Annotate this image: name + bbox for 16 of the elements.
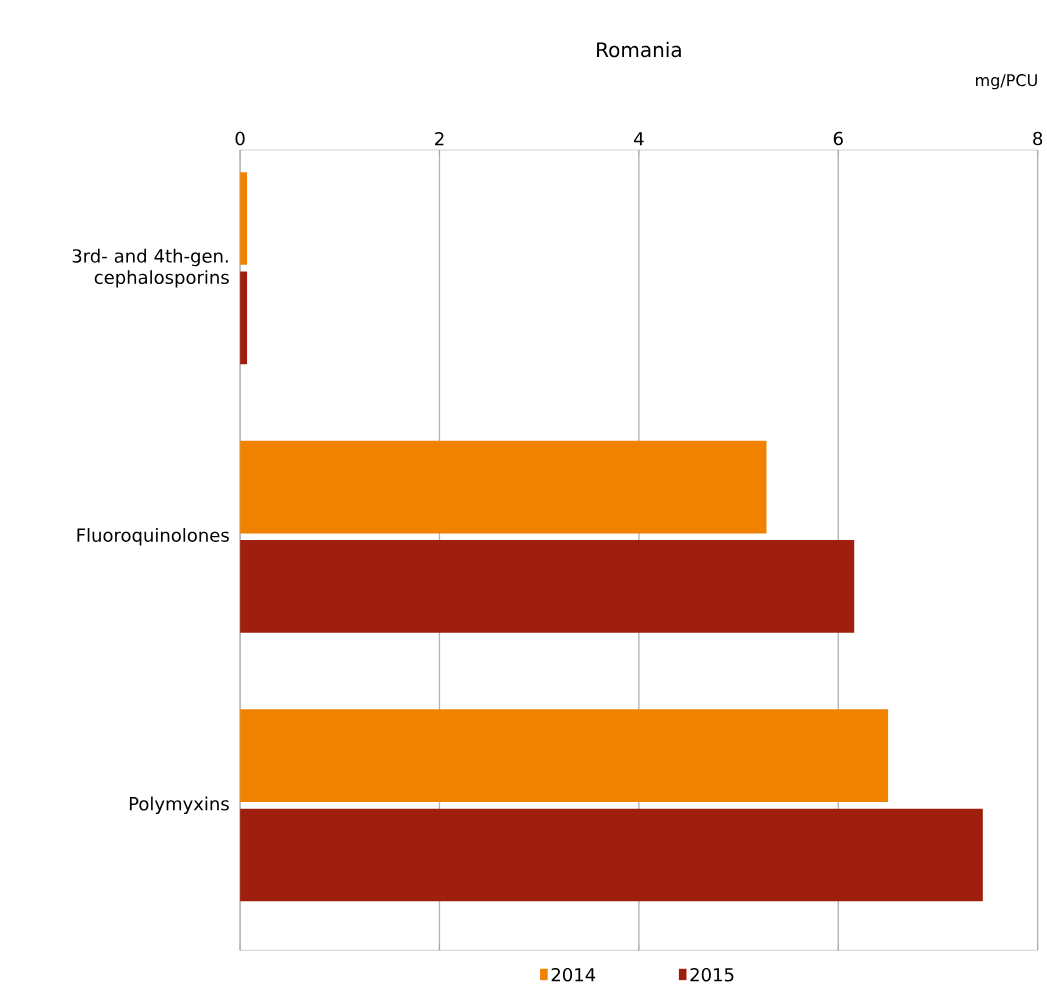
x-axis-title: mg/PCU bbox=[976, 73, 1037, 90]
legend-label: 2014 bbox=[551, 967, 596, 982]
bar bbox=[240, 808, 983, 902]
y-tick-label: Fluoroquinolones bbox=[77, 527, 229, 546]
y-tick-label: Polymyxins bbox=[129, 796, 229, 814]
bar bbox=[240, 539, 855, 633]
x-tick-label: 0 bbox=[235, 131, 245, 146]
x-tick-label: 8 bbox=[1033, 131, 1043, 146]
x-tick-label: 2 bbox=[435, 131, 444, 146]
x-tick-label: 6 bbox=[833, 131, 843, 146]
bar bbox=[240, 440, 767, 534]
legend-label: 2015 bbox=[690, 967, 734, 982]
chart-title: Romania bbox=[597, 41, 681, 58]
x-tick-label: 4 bbox=[634, 132, 644, 146]
bar bbox=[240, 709, 889, 802]
y-tick-label: 3rd- and 4th-gen. cephalosporins bbox=[72, 248, 229, 288]
